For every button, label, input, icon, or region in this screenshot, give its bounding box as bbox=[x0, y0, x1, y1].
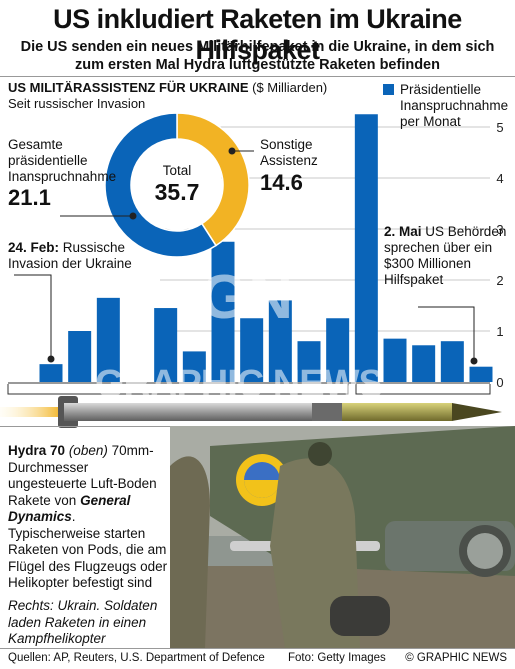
footer-sources: Quellen: AP, Reuters, U.S. Department of… bbox=[8, 652, 265, 664]
bar bbox=[297, 341, 321, 382]
leader-dot bbox=[47, 355, 55, 363]
y-tick-label: 0 bbox=[496, 375, 503, 390]
page-subtitle: Die US senden ein neues Militärhilfepake… bbox=[20, 39, 495, 73]
donut-right-value: 14.6 bbox=[260, 170, 303, 195]
leader-line bbox=[14, 274, 52, 357]
bar bbox=[154, 308, 178, 382]
bar bbox=[182, 351, 206, 382]
soldiers-photo bbox=[170, 426, 515, 648]
donut-left-value: 21.1 bbox=[8, 185, 51, 210]
page-title: US inkludiert Raketen im Ukraine Hilfspa… bbox=[53, 4, 462, 65]
bar bbox=[268, 300, 292, 382]
chart-heading: US MILITÄRASSISTENZ FÜR UKRAINE ($ Milli… bbox=[8, 80, 327, 112]
caption-text1: 70mm-Durchmesser ungesteuerte Luft-Boden… bbox=[8, 443, 157, 508]
caption-text2: . Typischerweise starten Raketen von Pod… bbox=[8, 509, 168, 590]
grid-lines: 0 1 2 3 4 5 bbox=[160, 120, 504, 390]
donut-slice bbox=[176, 112, 250, 247]
bar bbox=[354, 114, 378, 382]
annotation-feb24: 24. Feb: Russische Invasion der Ukraine bbox=[8, 240, 148, 272]
year-bracket bbox=[7, 384, 349, 395]
annotation-feb24-date: 24. Feb: bbox=[8, 240, 60, 255]
header-divider bbox=[0, 76, 515, 77]
hydra-rocket-illustration bbox=[0, 396, 502, 428]
leader-line bbox=[418, 306, 475, 359]
donut-right-label: Sonstige Assistenz bbox=[260, 137, 318, 168]
year-bracket bbox=[355, 384, 491, 395]
footer-brand: © GRAPHIC NEWS bbox=[405, 652, 507, 664]
year-label: 2022 bbox=[166, 394, 195, 395]
bar bbox=[469, 366, 493, 382]
donut-chart bbox=[104, 112, 250, 258]
donut-slice bbox=[104, 112, 218, 258]
caption-maker: General Dynamics bbox=[8, 492, 131, 525]
donut-hole bbox=[132, 140, 222, 230]
chart-heading-sub: Seit russischer Invasion bbox=[8, 96, 146, 111]
annotation-feb24-text: Russische Invasion der Ukraine bbox=[8, 240, 132, 271]
bar bbox=[326, 318, 350, 382]
leader-dot bbox=[129, 212, 137, 220]
chart-legend: Präsidentielle Inanspruchnahme per Monat bbox=[383, 82, 508, 130]
donut-total-label: Total bbox=[162, 163, 192, 178]
legend-label: Präsidentielle Inanspruchnahme per Monat bbox=[400, 82, 509, 129]
bar bbox=[383, 338, 407, 382]
annotation-leaders bbox=[14, 147, 478, 365]
bar bbox=[412, 345, 436, 382]
y-tick-label: 2 bbox=[496, 273, 503, 288]
x-axis: 2022 2023 bbox=[7, 382, 491, 395]
rocket-caption: Hydra 70 (oben) 70mm-Durchmesser ungeste… bbox=[8, 443, 168, 592]
bar bbox=[96, 297, 120, 382]
chart-canvas: 0 1 2 3 4 5 2022 2023 bbox=[7, 112, 504, 395]
chart-heading-unit: ($ Milliarden) bbox=[252, 80, 328, 95]
chart-heading-title: US MILITÄRASSISTENZ FÜR UKRAINE bbox=[8, 80, 249, 95]
bar bbox=[68, 331, 92, 382]
y-tick-label: 1 bbox=[496, 324, 503, 339]
bar bbox=[211, 241, 235, 382]
annotation-may2: 2. Mai US Behörden sprechen über ein $30… bbox=[384, 224, 509, 288]
y-tick-label: 3 bbox=[496, 222, 503, 237]
leader-dot bbox=[228, 147, 236, 155]
bar bbox=[240, 318, 264, 382]
annotation-may2-text: US Behörden sprechen über ein $300 Milli… bbox=[384, 224, 507, 287]
caption-divider bbox=[0, 426, 170, 427]
bar bbox=[39, 364, 63, 382]
year-label: 2023 bbox=[407, 394, 436, 395]
donut-left-label: Gesamte präsidentielle Inanspruchnahme bbox=[8, 137, 117, 184]
footer: Quellen: AP, Reuters, U.S. Department of… bbox=[0, 648, 515, 669]
annotation-may2-date: 2. Mai bbox=[384, 224, 422, 239]
y-tick-label: 5 bbox=[496, 120, 503, 135]
legend-swatch bbox=[383, 84, 394, 95]
bar-series bbox=[39, 114, 493, 382]
footer-photo-credit: Foto: Getty Images bbox=[288, 652, 386, 664]
footer-divider bbox=[0, 648, 515, 649]
y-tick-label: 4 bbox=[496, 171, 503, 186]
photo-caption: Rechts: Ukrain. Soldaten laden Raketen i… bbox=[8, 598, 158, 646]
leader-dot bbox=[470, 357, 478, 365]
bar bbox=[440, 341, 464, 382]
caption-name: Hydra 70 bbox=[8, 443, 66, 458]
donut-total-value: 35.7 bbox=[154, 179, 200, 205]
caption-note: (oben) bbox=[68, 443, 108, 458]
